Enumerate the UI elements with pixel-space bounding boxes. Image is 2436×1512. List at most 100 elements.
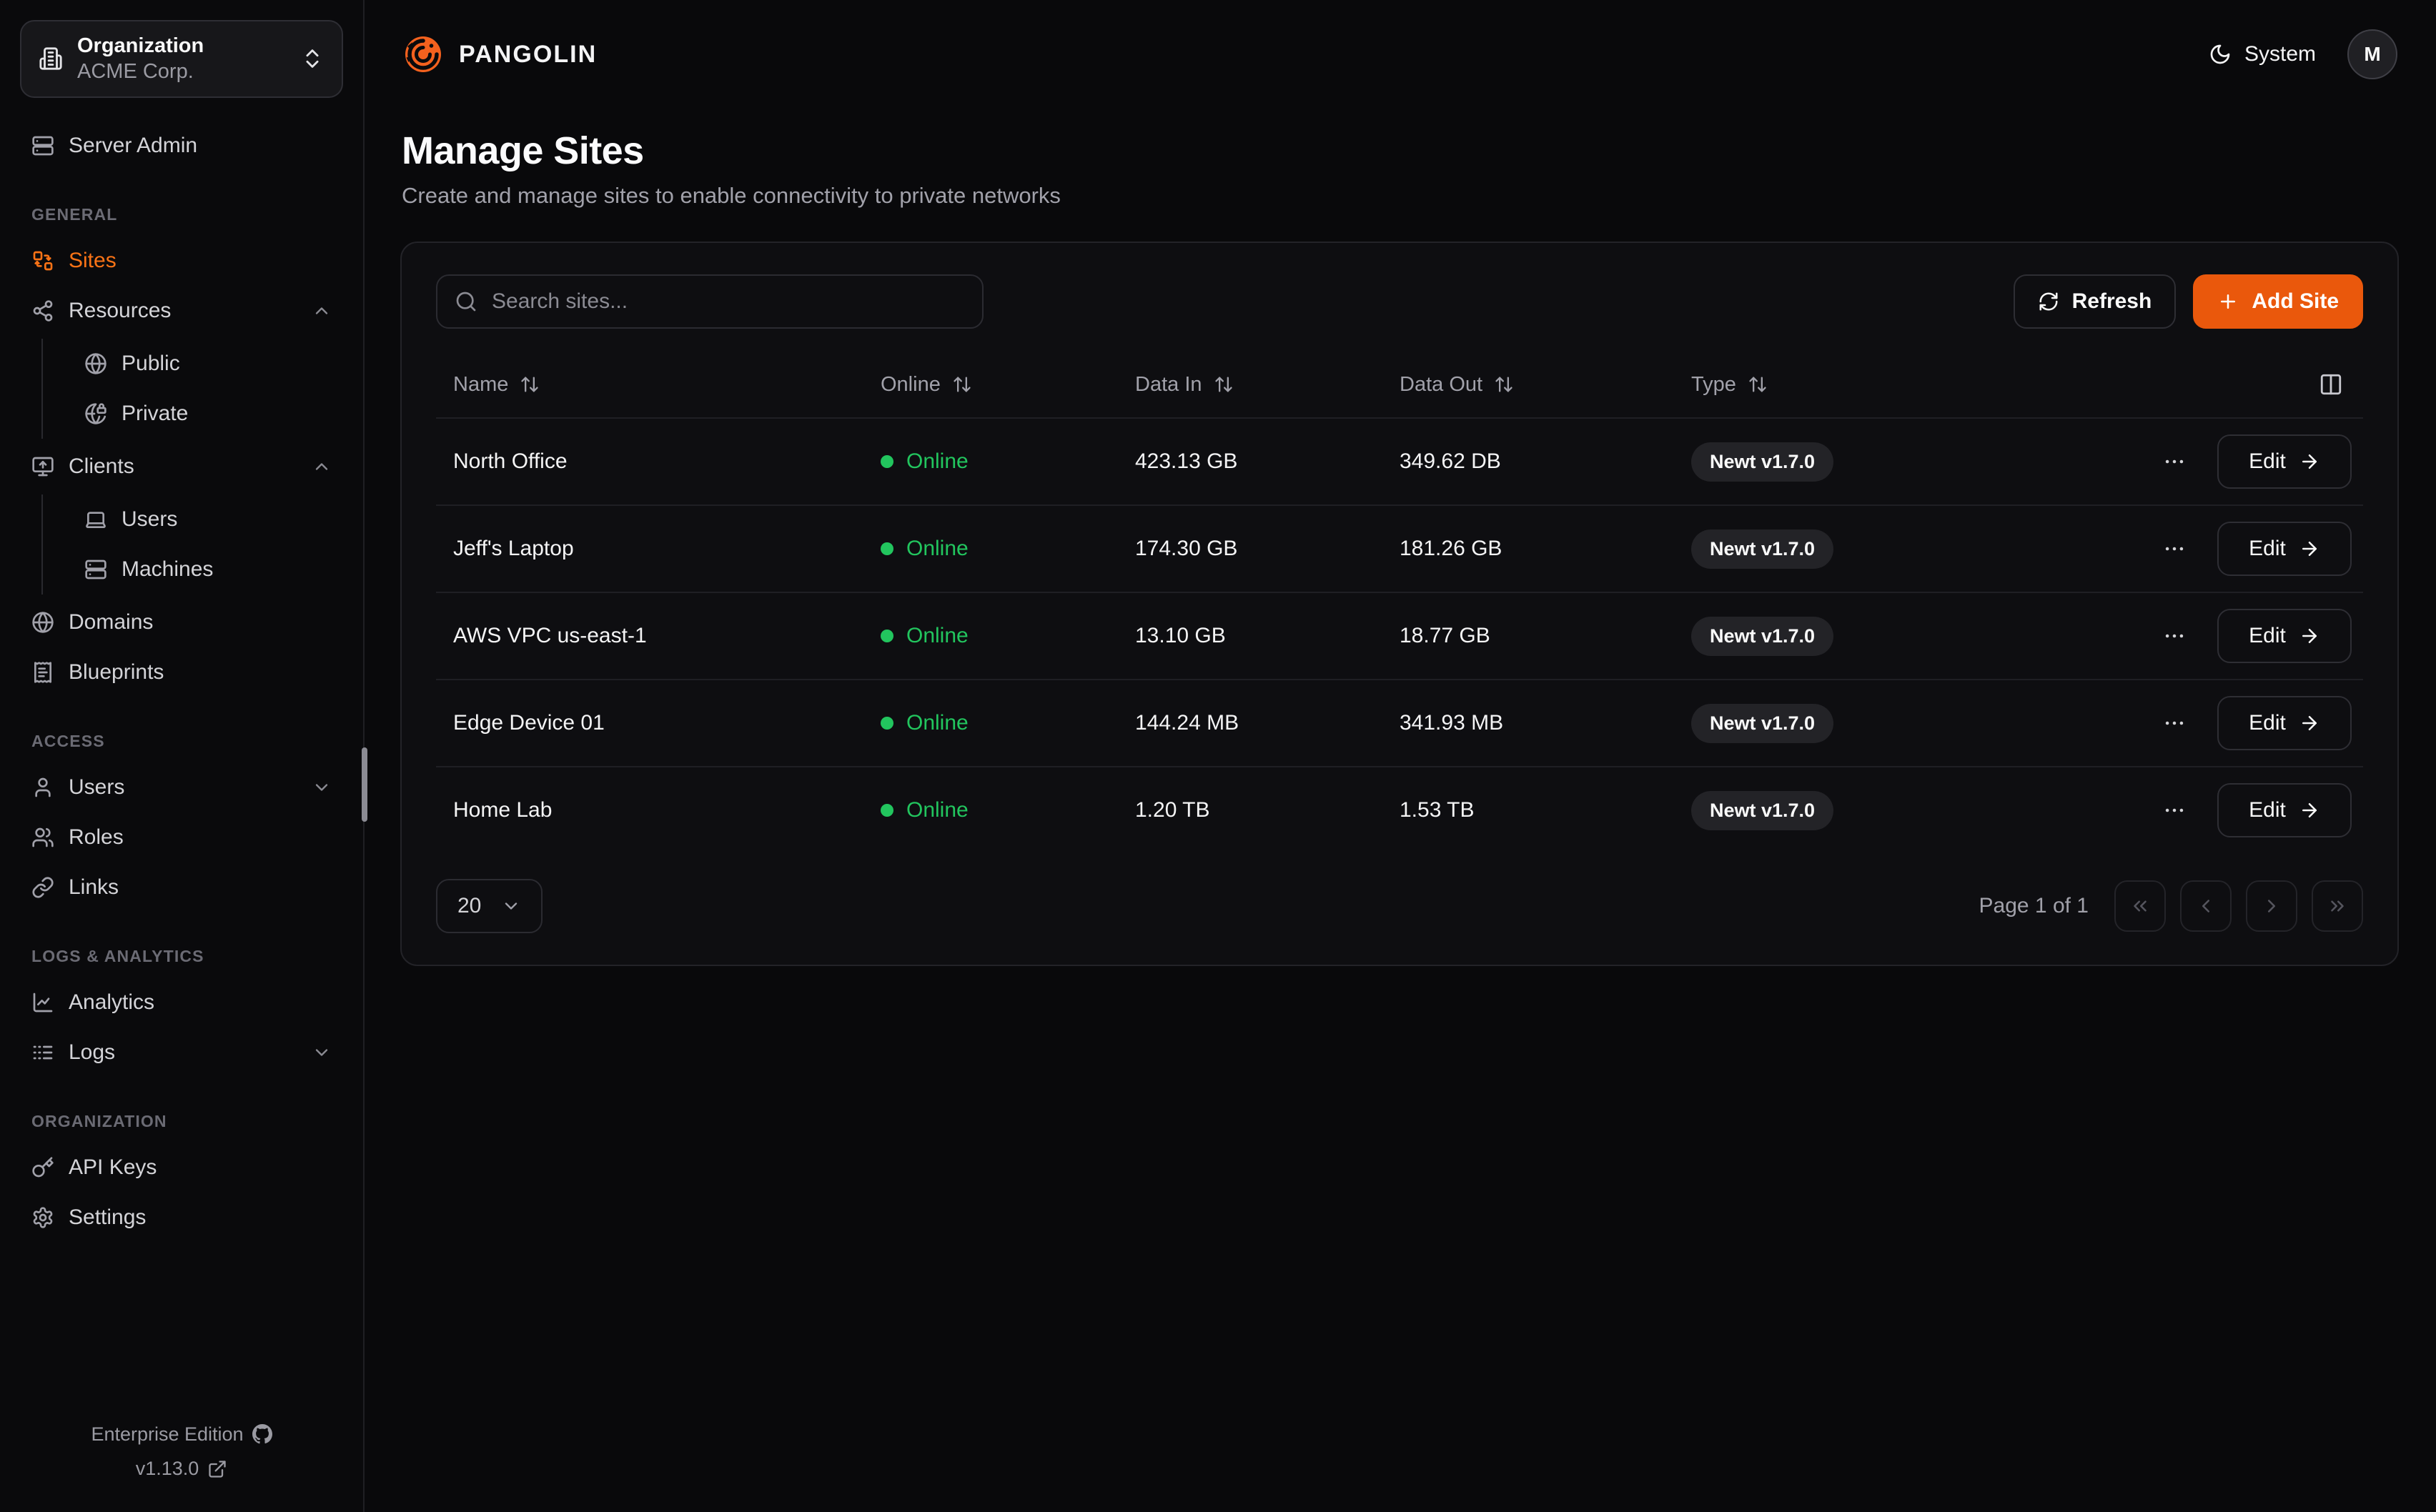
site-name-cell: Jeff's Laptop: [453, 537, 574, 560]
sidebar-item-clients[interactable]: Clients: [20, 442, 343, 492]
toolbar-actions: Refresh Add Site: [2013, 274, 2363, 329]
arrow-right-icon: [2299, 800, 2320, 821]
sidebar-item-links[interactable]: Links: [20, 862, 343, 912]
version-link[interactable]: v1.13.0: [20, 1451, 343, 1486]
arrow-right-icon: [2299, 712, 2320, 734]
column-header-data-out[interactable]: Data Out: [1400, 373, 1691, 397]
users-icon: [31, 826, 54, 849]
sidebar-item-sites[interactable]: Sites: [20, 236, 343, 286]
sidebar-item-label: Server Admin: [69, 133, 198, 157]
column-header-label: Data Out: [1400, 372, 1483, 396]
sidebar-item-resources[interactable]: Resources: [20, 286, 343, 336]
data-in-cell: 13.10 GB: [1135, 624, 1226, 647]
sidebar-item-users[interactable]: Users: [73, 494, 343, 544]
site-status-cell: Online: [881, 449, 1135, 474]
column-header-label: Name: [453, 372, 509, 396]
site-type-cell: Newt v1.7.0: [1691, 703, 2132, 743]
site-name-cell: AWS VPC us-east-1: [453, 624, 647, 647]
sidebar-item-public[interactable]: Public: [73, 339, 343, 389]
column-header-label: Type: [1691, 372, 1736, 396]
refresh-icon: [2038, 291, 2059, 312]
row-edit-cell: Edit: [2217, 434, 2355, 489]
column-header-name[interactable]: Name: [453, 373, 881, 397]
sidebar-item-machines[interactable]: Machines: [73, 544, 343, 595]
row-actions-button[interactable]: [2157, 792, 2192, 828]
row-actions-button[interactable]: [2157, 531, 2192, 567]
row-more-cell: [2132, 792, 2217, 828]
refresh-button[interactable]: Refresh: [2013, 274, 2177, 329]
previous-page-button[interactable]: [2180, 880, 2232, 932]
chevron-up-icon: [312, 457, 332, 477]
row-actions-button[interactable]: [2157, 618, 2192, 654]
sidebar-item-roles[interactable]: Roles: [20, 812, 343, 862]
sidebar-item-blueprints[interactable]: Blueprints: [20, 647, 343, 697]
page-title: Manage Sites: [402, 129, 644, 172]
edit-site-button[interactable]: Edit: [2217, 522, 2352, 576]
sidebar-item-private[interactable]: Private: [73, 389, 343, 439]
sidebar-item-domains[interactable]: Domains: [20, 597, 343, 647]
first-page-button[interactable]: [2114, 880, 2166, 932]
sidebar-item-logs[interactable]: Logs: [20, 1028, 343, 1078]
arrow-right-icon: [2299, 538, 2320, 559]
edit-label: Edit: [2249, 449, 2286, 473]
sort-icon: [1494, 374, 1514, 394]
site-status-cell: Online: [881, 537, 1135, 561]
row-more-cell: [2132, 531, 2217, 567]
avatar[interactable]: M: [2347, 29, 2397, 79]
next-page-button[interactable]: [2246, 880, 2297, 932]
site-status-cell: Online: [881, 624, 1135, 648]
sort-icon: [1214, 374, 1234, 394]
row-actions-button[interactable]: [2157, 444, 2192, 479]
data-in-cell: 144.24 MB: [1135, 711, 1239, 735]
org-selector[interactable]: Organization ACME Corp.: [20, 20, 343, 98]
edition-link[interactable]: Enterprise Edition: [20, 1417, 343, 1452]
sidebar-item-label: Logs: [69, 1040, 116, 1064]
edit-site-button[interactable]: Edit: [2217, 434, 2352, 489]
edit-site-button[interactable]: Edit: [2217, 696, 2352, 750]
last-page-button[interactable]: [2312, 880, 2363, 932]
column-header-type[interactable]: Type: [1691, 373, 2132, 397]
sidebar-subgroup-resources: Public Private: [41, 338, 343, 439]
row-edit-cell: Edit: [2217, 696, 2355, 750]
page-info: Page 1 of 1: [1979, 894, 2089, 917]
edition-label: Enterprise Edition: [91, 1423, 244, 1445]
sidebar-item-api-keys[interactable]: API Keys: [20, 1143, 343, 1193]
link-icon: [31, 876, 54, 899]
sidebar-item-settings[interactable]: Settings: [20, 1193, 343, 1243]
sidebar-item-label: Links: [69, 875, 119, 899]
edit-site-button[interactable]: Edit: [2217, 609, 2352, 663]
column-header-label: Data In: [1135, 372, 1202, 396]
table-header-tools: [2132, 372, 2355, 397]
toggle-columns-button[interactable]: [2319, 372, 2343, 397]
edit-site-button[interactable]: Edit: [2217, 783, 2352, 837]
online-dot: [881, 804, 893, 817]
theme-toggle-button[interactable]: System: [2209, 42, 2316, 66]
moon-icon: [2209, 43, 2232, 66]
sidebar-item-analytics[interactable]: Analytics: [20, 978, 343, 1028]
add-site-button[interactable]: Add Site: [2193, 274, 2363, 329]
monitor-up-icon: [31, 455, 54, 478]
pager-right: Page 1 of 1: [1979, 880, 2363, 932]
globe-icon: [84, 352, 107, 375]
row-actions-button[interactable]: [2157, 705, 2192, 741]
sidebar-item-label: Settings: [69, 1205, 147, 1229]
sidebar-item-users[interactable]: Users: [20, 762, 343, 812]
row-more-cell: [2132, 705, 2217, 741]
site-type-cell: Newt v1.7.0: [1691, 442, 2132, 482]
table-row: AWS VPC us-east-1 Online 13.10 GB 18.77 GB N…: [436, 592, 2363, 679]
sites-toolbar: Refresh Add Site: [436, 274, 2363, 329]
user-icon: [31, 776, 54, 799]
search-sites-input[interactable]: [492, 289, 965, 314]
sidebar-scrollbar-thumb[interactable]: [362, 747, 367, 822]
column-header-online[interactable]: Online: [881, 373, 1135, 397]
table-row: North Office Online 423.13 GB 349.62 DB Newt…: [436, 417, 2363, 504]
site-type-cell: Newt v1.7.0: [1691, 616, 2132, 656]
sidebar-item-server-admin[interactable]: Server Admin: [20, 121, 343, 171]
status-label: Online: [906, 798, 969, 822]
column-header-data-in[interactable]: Data In: [1135, 373, 1400, 397]
laptop-icon: [84, 508, 107, 531]
page-size-select[interactable]: 20: [436, 879, 543, 933]
receipt-icon: [31, 661, 54, 684]
sidebar-item-label: Public: [122, 351, 180, 375]
